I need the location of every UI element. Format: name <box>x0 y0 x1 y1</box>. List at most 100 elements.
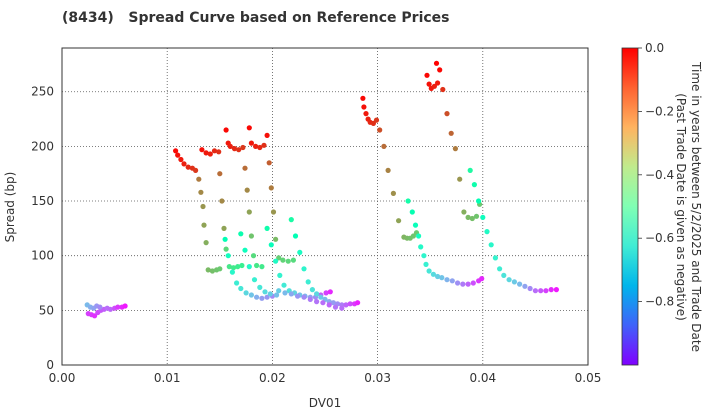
scatter-point <box>243 290 249 296</box>
scatter-point <box>396 218 402 224</box>
colorbar-label-line2: (Past Trade Date is given as negative) <box>674 93 688 321</box>
scatter-point <box>455 280 461 286</box>
scatter-point <box>295 293 301 299</box>
scatter-point <box>221 225 227 231</box>
scatter-point <box>522 283 528 289</box>
scatter-point <box>497 266 503 272</box>
y-tick-label: 50 <box>39 303 54 317</box>
points-layer <box>84 60 560 319</box>
scatter-point <box>244 187 250 193</box>
scatter-point <box>363 111 369 117</box>
scatter-point <box>173 148 179 154</box>
plot-frame <box>61 47 589 366</box>
scatter-point <box>238 231 244 237</box>
scatter-point <box>488 242 494 248</box>
scatter-point <box>246 264 252 270</box>
scatter-point <box>548 287 554 293</box>
scatter-point <box>307 296 313 302</box>
scatter-point <box>301 266 307 272</box>
scatter-point <box>234 280 240 286</box>
scatter-point <box>457 176 463 182</box>
scatter-point <box>460 281 466 287</box>
scatter-point <box>219 198 225 204</box>
scatter-point <box>343 302 349 308</box>
scatter-point <box>227 143 233 149</box>
scatter-point <box>484 229 490 235</box>
scatter-point <box>320 300 326 306</box>
scatter-point <box>235 264 241 270</box>
scatter-point <box>257 144 263 151</box>
scatter-point <box>268 242 274 248</box>
scatter-point <box>314 299 320 305</box>
scatter-point <box>268 185 274 191</box>
scatter-point <box>511 279 517 285</box>
scatter-point <box>410 233 416 239</box>
scatter-point <box>216 149 222 155</box>
scatter-point <box>479 276 485 282</box>
scatter-point <box>97 304 103 310</box>
scatter-point <box>437 67 443 73</box>
scatter-point <box>323 290 329 296</box>
scatter-point <box>439 275 445 281</box>
scatter-point <box>448 130 454 136</box>
scatter-point <box>246 209 252 215</box>
y-tick-label: 200 <box>31 139 54 153</box>
scatter-point <box>211 148 218 154</box>
scatter-point <box>92 313 98 319</box>
scatter-point <box>257 284 263 290</box>
colorbar <box>621 47 639 366</box>
scatter-point <box>248 292 254 298</box>
scatter-point <box>292 233 299 239</box>
colorbar-ticks: 0.0 −0.2 −0.4 −0.6 −0.8 <box>638 41 674 309</box>
scatter-point <box>290 257 296 263</box>
y-axis-label: Spread (bp) <box>3 172 17 243</box>
colorbar-tick-label: −0.6 <box>645 231 674 245</box>
scatter-point <box>229 269 235 275</box>
scatter-point <box>122 303 128 309</box>
scatter-point <box>426 268 432 274</box>
colorbar-tick-label: −0.4 <box>645 168 674 182</box>
scatter-point <box>471 182 477 188</box>
scatter-point <box>390 190 396 196</box>
scatter-point <box>470 280 476 286</box>
scatter-point <box>465 214 471 220</box>
scatter-point <box>527 285 533 292</box>
scatter-point <box>240 144 246 151</box>
colorbar-tick-label: −0.8 <box>645 295 674 309</box>
scatter-point <box>405 198 411 204</box>
scatter-point <box>203 150 209 156</box>
scatter-point <box>209 268 215 274</box>
scatter-point <box>532 288 539 294</box>
scatter-point <box>416 233 422 239</box>
scatter-point <box>250 253 257 259</box>
scatter-point <box>239 262 245 269</box>
scatter-point <box>314 291 320 297</box>
scatter-point <box>332 304 339 310</box>
x-tick-label: 0.04 <box>469 371 496 385</box>
y-tick-label: 0 <box>46 358 54 372</box>
scatter-point <box>318 294 324 300</box>
scatter-point <box>501 272 507 278</box>
scatter-point <box>217 171 223 177</box>
ticks-layer: 0.00 0.01 0.02 0.03 0.04 0.05 0 50 100 150 200 250 <box>31 85 601 385</box>
scatter-point <box>361 104 367 110</box>
scatter-point <box>253 143 259 149</box>
scatter-point <box>223 246 229 252</box>
scatter-point <box>115 304 121 310</box>
scatter-point <box>444 111 450 117</box>
scatter-point <box>449 278 455 284</box>
scatter-point <box>222 236 228 242</box>
scatter-point <box>280 257 286 263</box>
scatter-point <box>467 167 473 173</box>
scatter-point <box>301 294 307 300</box>
scatter-point <box>259 264 265 270</box>
scatter-point <box>370 120 376 126</box>
scatter-point <box>476 198 482 204</box>
scatter-point <box>282 290 288 296</box>
scatter-point <box>273 236 279 242</box>
scatter-point <box>360 95 366 101</box>
scatter-point <box>248 140 254 146</box>
scatter-point <box>259 295 265 301</box>
grid-layer <box>62 48 588 365</box>
